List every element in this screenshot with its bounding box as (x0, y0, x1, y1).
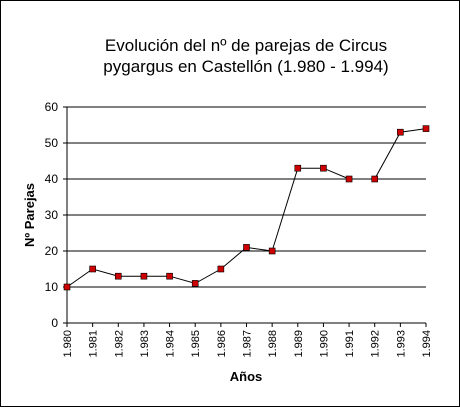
chart-title-line1: Evolución del nº de parejas de Circus (105, 36, 387, 55)
x-tick-label: 1.989 (293, 330, 305, 358)
data-point (89, 265, 96, 273)
data-point (140, 272, 148, 280)
x-tick-label: 1.982 (113, 330, 125, 358)
data-point (268, 247, 276, 255)
data-point (63, 283, 71, 291)
series-parejas (63, 125, 430, 291)
x-tick-label: 1.994 (421, 330, 433, 358)
data-point (345, 175, 353, 183)
y-tick-label: 40 (45, 172, 59, 186)
y-tick-label: 20 (45, 244, 59, 258)
y-axis-title: Nº Parejas (22, 183, 37, 247)
y-tick-label: 0 (51, 316, 58, 330)
x-axis-ticks: 1.980 1.981 1.982 1.983 1.984 1.985 1.986 1.987… (62, 323, 433, 358)
data-point (166, 272, 173, 280)
x-tick-label: 1.985 (190, 330, 202, 358)
data-point (422, 125, 430, 132)
y-tick-label: 30 (45, 208, 59, 222)
y-tick-label: 10 (45, 280, 59, 294)
x-tick-label: 1.991 (344, 330, 356, 358)
x-tick-label: 1.993 (395, 330, 407, 358)
x-tick-label: 1.980 (62, 330, 74, 358)
data-point (191, 280, 199, 287)
x-tick-label: 1.988 (267, 330, 279, 358)
y-tick-label: 50 (45, 136, 59, 150)
data-point (320, 164, 327, 172)
x-tick-label: 1.987 (242, 330, 254, 358)
y-axis-ticks: 0 10 20 30 40 50 60 (45, 100, 67, 330)
gridlines (67, 106, 426, 288)
x-tick-label: 1.984 (165, 330, 177, 358)
x-tick-label: 1.990 (318, 330, 330, 358)
y-tick-label: 60 (45, 100, 59, 114)
series-line (66, 128, 427, 288)
data-point (371, 175, 379, 183)
chart-title-line2: pygargus en Castellón (1.980 - 1.994) (103, 57, 388, 76)
x-tick-label: 1.981 (88, 330, 100, 358)
data-point (243, 244, 250, 251)
data-point (397, 128, 404, 136)
x-tick-label: 1.986 (216, 330, 228, 358)
x-tick-label: 1.992 (370, 330, 382, 358)
data-point (294, 164, 302, 172)
data-point (114, 272, 122, 280)
data-point (217, 265, 225, 273)
x-tick-label: 1.983 (139, 330, 151, 358)
x-axis-title: Años (230, 369, 263, 384)
